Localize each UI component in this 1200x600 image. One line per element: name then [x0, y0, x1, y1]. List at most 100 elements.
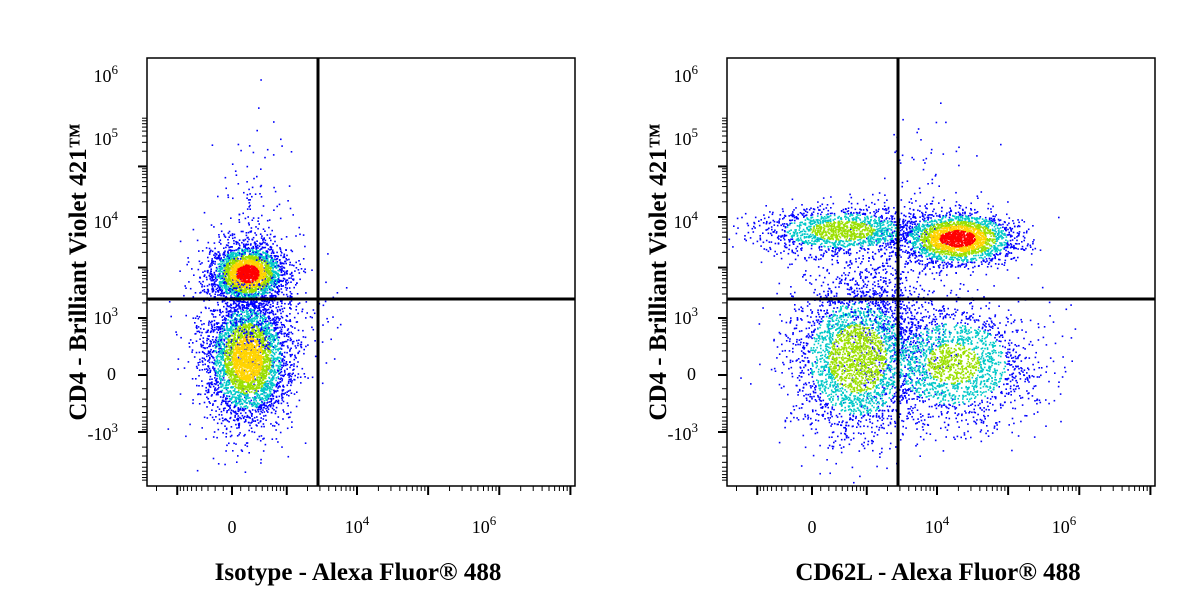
- event-dot: [260, 407, 263, 410]
- event-dot: [231, 396, 234, 398]
- event-dot: [228, 272, 230, 275]
- event-dot: [238, 382, 240, 385]
- event-dot: [230, 291, 233, 293]
- event-dot: [276, 261, 278, 264]
- event-dot: [279, 248, 282, 251]
- event-dot: [214, 276, 217, 278]
- event-dot: [273, 294, 275, 297]
- event-dot: [281, 262, 283, 265]
- event-dot: [282, 400, 285, 403]
- event-dot: [244, 253, 246, 255]
- event-dot: [187, 261, 190, 263]
- event-dot: [227, 263, 230, 265]
- event-dot: [231, 394, 234, 396]
- event-dot: [244, 400, 246, 402]
- event-dot: [224, 425, 226, 427]
- event-dot: [221, 324, 223, 326]
- event-dot: [237, 303, 240, 305]
- event-dot: [215, 360, 217, 362]
- event-dot: [265, 398, 267, 401]
- event-dot: [210, 249, 212, 252]
- event-dot: [247, 395, 249, 398]
- event-dot: [243, 254, 245, 257]
- event-dot: [209, 402, 211, 404]
- event-dot: [236, 387, 239, 389]
- event-dot: [280, 321, 282, 324]
- event-dot: [241, 289, 244, 291]
- event-dot: [266, 405, 268, 408]
- event-dot: [176, 333, 178, 336]
- event-dot: [280, 348, 283, 350]
- event-dot: [227, 351, 230, 354]
- event-dot: [229, 256, 231, 258]
- event-dot: [265, 286, 267, 288]
- event-dot: [261, 214, 263, 217]
- event-dot: [234, 252, 236, 254]
- event-dot: [281, 145, 283, 147]
- event-dot: [259, 440, 262, 442]
- event-dot: [208, 307, 210, 310]
- event-dot: [231, 233, 234, 235]
- event-dot: [270, 354, 273, 356]
- event-dot: [291, 332, 294, 335]
- event-dot: [275, 262, 278, 265]
- event-dot: [266, 360, 268, 363]
- event-dot: [234, 295, 237, 297]
- event-dot: [218, 350, 220, 353]
- event-dot: [211, 144, 214, 146]
- event-dot: [233, 322, 235, 325]
- event-dot: [226, 444, 228, 447]
- event-dot: [216, 422, 219, 425]
- event-dot: [206, 331, 209, 333]
- event-dot: [290, 281, 292, 283]
- event-dot: [297, 329, 300, 332]
- event-dot: [216, 392, 219, 395]
- event-dot: [228, 405, 231, 408]
- event-dot: [224, 271, 227, 274]
- event-dot: [257, 310, 259, 312]
- event-dot: [250, 293, 252, 296]
- event-dot: [210, 330, 213, 332]
- event-dot: [233, 339, 235, 342]
- event-dot: [301, 367, 304, 370]
- event-dot: [272, 349, 274, 351]
- event-dot: [209, 321, 212, 324]
- event-dot: [273, 389, 275, 392]
- event-dot: [226, 374, 229, 377]
- event-dot: [234, 253, 237, 255]
- event-dot: [279, 330, 281, 332]
- event-dot: [260, 253, 263, 256]
- event-dot: [272, 352, 275, 354]
- event-dot: [263, 267, 266, 269]
- event-dot: [267, 351, 269, 353]
- event-dot: [213, 283, 216, 286]
- event-dot: [284, 373, 287, 375]
- event-dot: [269, 285, 272, 287]
- event-dot: [215, 378, 217, 381]
- event-dot: [258, 336, 260, 339]
- event-dot: [212, 336, 214, 338]
- event-dot: [223, 263, 226, 265]
- event-dot: [223, 287, 226, 289]
- event-dot: [273, 273, 275, 276]
- event-dot: [231, 343, 234, 345]
- event-dot: [283, 355, 285, 358]
- event-dot: [209, 345, 211, 347]
- event-dot: [244, 396, 247, 398]
- event-dot: [250, 413, 253, 415]
- event-dot: [286, 272, 288, 275]
- event-dot: [255, 424, 258, 426]
- event-dot: [266, 278, 268, 280]
- event-dot: [261, 397, 264, 399]
- event-dot: [240, 149, 242, 152]
- event-dot: [277, 416, 280, 418]
- event-dot: [255, 306, 258, 309]
- event-dot: [291, 364, 293, 366]
- event-dot: [195, 326, 198, 329]
- event-dot: [238, 243, 240, 245]
- event-dot: [251, 239, 254, 241]
- event-dot: [258, 223, 260, 225]
- event-dot: [259, 377, 261, 380]
- event-dot: [254, 232, 256, 234]
- event-dot: [276, 257, 278, 260]
